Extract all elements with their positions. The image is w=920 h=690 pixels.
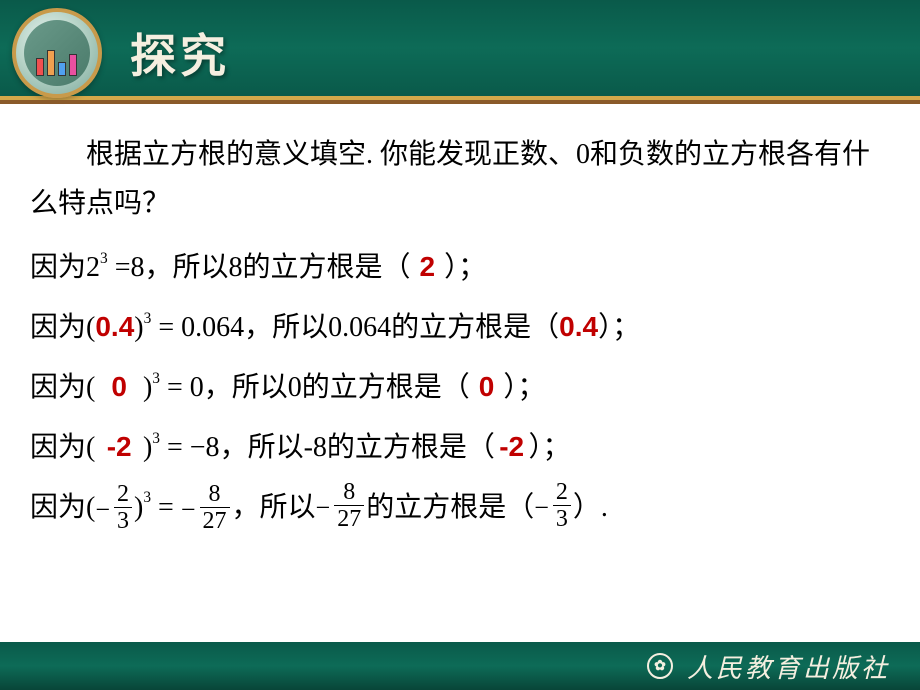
slide-title: 探究 xyxy=(130,20,230,86)
suffix: ）； xyxy=(528,423,570,472)
example-line-4: 因为 ( -2 )3 = −8 ，所以-8的立方根是（ -2 ）； xyxy=(30,422,890,472)
slide-footer: ✿ 人民教育出版社 xyxy=(0,642,920,690)
suffix: ）； xyxy=(598,303,640,352)
fill-base: -2 xyxy=(102,422,136,471)
prefix: 因为 xyxy=(30,303,86,352)
math-expr: 23 =8 xyxy=(86,243,145,292)
example-line-2: 因为 (0.4)3 = 0.064 ，所以0.064的立方根是（ 0.4 ）； xyxy=(30,302,890,352)
slide-content: 根据立方根的意义填空. 你能发现正数、0和负数的立方根各有什么特点吗？ 因为 2… xyxy=(0,100,920,555)
math-expr: ( 0 )3 = 0 xyxy=(86,362,204,412)
suffix: ）； xyxy=(444,243,486,292)
fill-base: 0 xyxy=(102,362,136,411)
publisher-name: 人民教育出版社 xyxy=(687,648,890,685)
mid-text: ，所以0.064的立方根是（ xyxy=(244,303,559,352)
example-line-5: 因为 (−23)3 = −827 ，所以 −827 的立方根是（ −23 ）. xyxy=(30,482,890,535)
answer: 0 xyxy=(470,362,504,411)
example-line-3: 因为 ( 0 )3 = 0 ，所以0的立方根是（ 0 ）； xyxy=(30,362,890,412)
answer: 2 xyxy=(411,242,445,291)
prefix: 因为 xyxy=(30,363,86,412)
math-expr: ( -2 )3 = −8 xyxy=(86,422,220,472)
prefix: 因为 xyxy=(30,483,86,532)
intro-text: 根据立方根的意义填空. 你能发现正数、0和负数的立方根各有什么特点吗？ xyxy=(30,130,890,228)
suffix: ）； xyxy=(503,363,545,412)
example-line-1: 因为 23 =8 ，所以8的立方根是（ 2 ）； xyxy=(30,242,890,292)
answer-frac: −23 xyxy=(534,482,573,533)
mid-text: ，所以0的立方根是（ xyxy=(204,363,470,412)
answer: 0.4 xyxy=(559,302,598,351)
target-frac: −827 xyxy=(316,482,367,533)
answer: -2 xyxy=(495,422,529,471)
prefix: 因为 xyxy=(30,423,86,472)
mid2-text: 的立方根是（ xyxy=(366,483,534,532)
mid-text: ，所以 xyxy=(232,483,316,532)
mid-text: ，所以-8的立方根是（ xyxy=(220,423,495,472)
slide-header: 探究 xyxy=(0,0,920,100)
suffix: ）. xyxy=(573,483,608,532)
mid-text: ，所以8的立方根是（ xyxy=(145,243,411,292)
math-expr: (0.4)3 = 0.064 xyxy=(86,302,244,352)
prefix: 因为 xyxy=(30,243,86,292)
publisher-logo-icon: ✿ xyxy=(647,653,673,679)
header-logo xyxy=(12,8,112,98)
math-lhs: (−23)3 = −827 xyxy=(86,483,232,535)
fill-base: 0.4 xyxy=(95,302,134,351)
